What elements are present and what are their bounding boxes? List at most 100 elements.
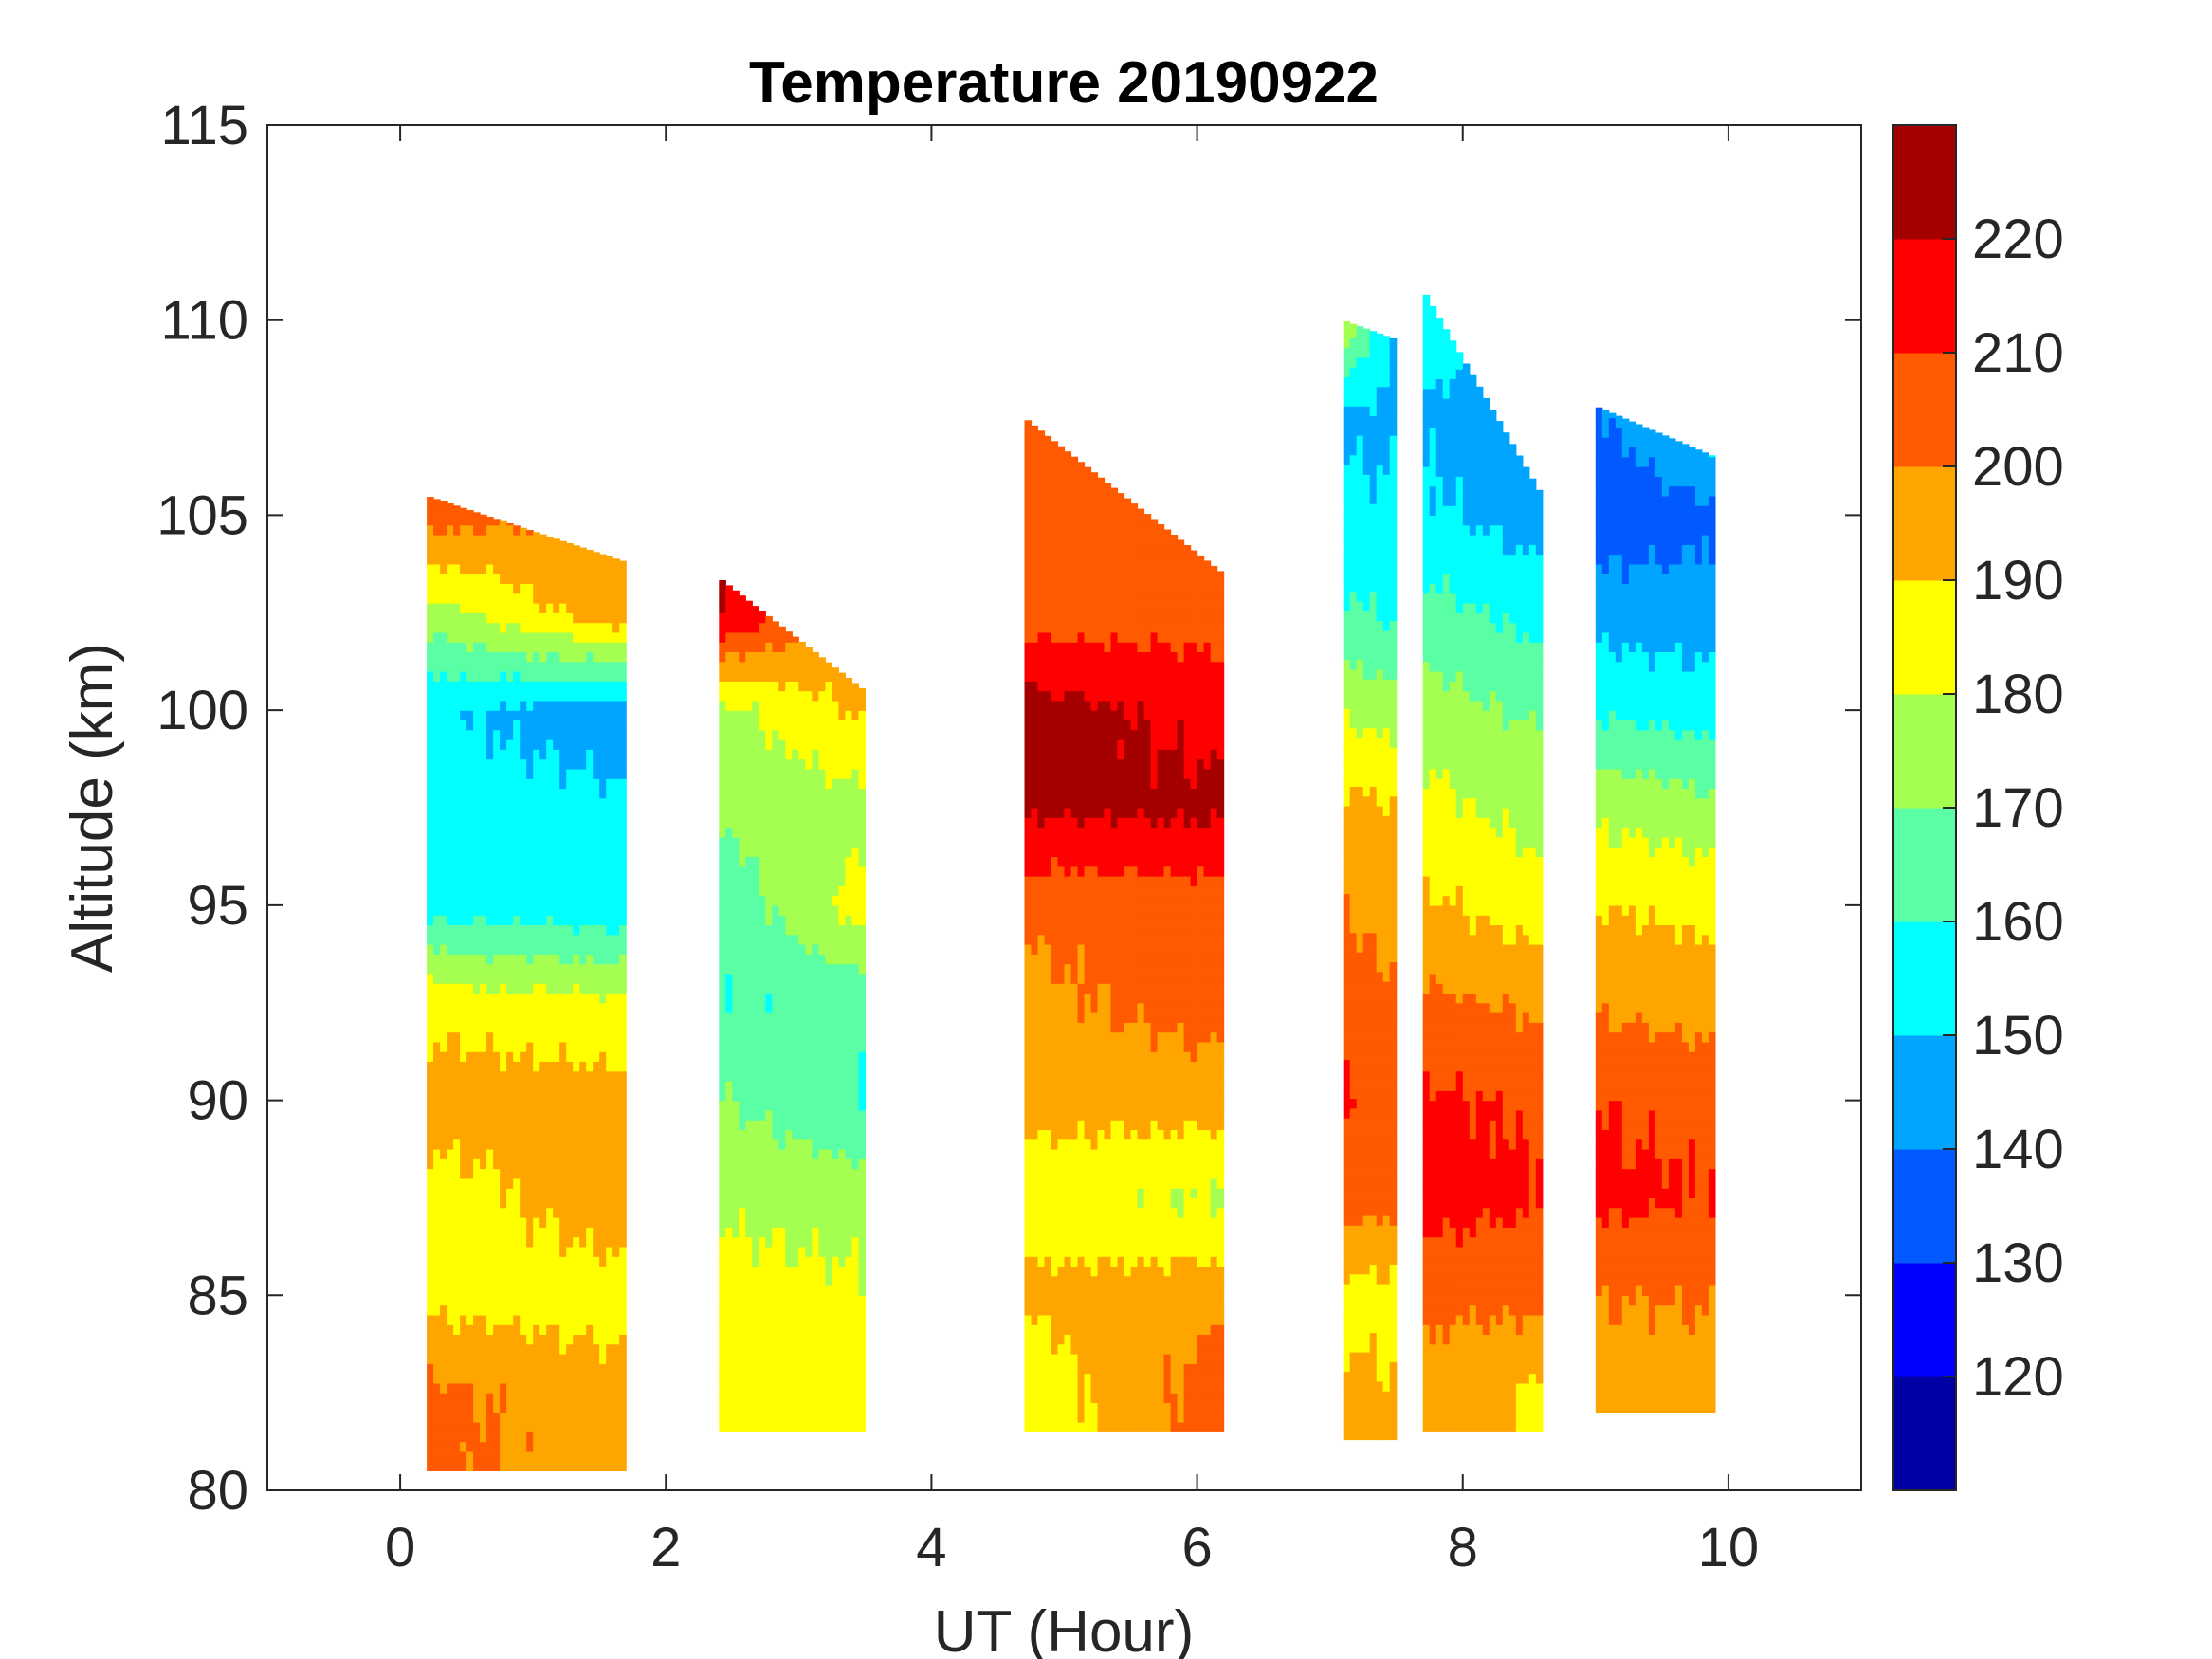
contour-cell [520,993,527,1004]
contour-cell [725,836,733,848]
contour-cell [539,1188,547,1198]
contour-cell [825,662,832,672]
contour-cell [453,1431,461,1443]
contour-cell [805,1002,813,1013]
contour-cell [845,1139,852,1150]
contour-cell [460,836,467,848]
contour-cell [520,631,527,643]
contour-cell [606,622,613,633]
contour-cell [778,797,786,809]
contour-cell [745,827,753,838]
contour-cell [606,1246,613,1257]
contour-cell [805,671,813,682]
contour-cell [466,1314,474,1325]
contour-cell [599,1246,607,1257]
contour-cell [798,817,806,829]
contour-cell [433,1139,441,1150]
contour-cell [745,954,753,965]
contour-cell [818,1051,826,1062]
contour-cell [460,1295,467,1306]
contour-cell [539,1002,547,1013]
contour-cell [520,671,527,682]
contour-cell [725,1422,733,1432]
contour-cell [858,866,866,877]
contour-cell [593,973,600,984]
contour-cell [1031,1343,1039,1355]
contour-cell [427,768,434,779]
contour-cell [1037,1227,1046,1238]
contour-cell [765,944,773,955]
contour-cell [586,583,594,594]
contour-cell [486,583,494,594]
contour-cell [759,924,766,936]
contour-cell [619,1129,627,1140]
contour-cell [559,847,567,857]
contour-cell [453,876,461,886]
contour-cell [533,563,540,574]
contour-cell [586,1207,594,1218]
contour-cell [612,1373,620,1384]
contour-cell [818,1412,826,1423]
contour-cell [526,554,534,565]
contour-cell [812,885,819,897]
contour-cell [559,671,567,682]
contour-cell [440,904,448,916]
contour-cell [486,1285,494,1296]
contour-cell [832,954,839,965]
contour-cell [798,904,806,916]
contour-cell [812,1412,819,1423]
contour-cell [725,963,733,975]
contour-cell [427,904,434,916]
contour-cell [539,1324,547,1335]
contour-cell [566,1022,574,1033]
contour-cell [798,934,806,945]
contour-cell [553,1295,560,1306]
contour-cell [732,631,740,643]
contour-cell [566,1382,574,1394]
contour-cell [447,1217,454,1228]
contour-cell [500,1070,507,1082]
contour-cell [612,1450,620,1462]
contour-cell [1031,1197,1039,1209]
contour-cell [526,856,534,867]
contour-cell [845,866,852,877]
contour-cell [772,642,779,652]
contour-cell [586,1158,594,1170]
contour-cell [759,778,766,789]
contour-cell [1024,729,1033,740]
contour-cell [792,895,799,906]
contour-cell [559,817,567,829]
contour-cell [520,778,527,789]
contour-cell [805,1343,813,1355]
contour-cell [579,934,587,945]
contour-cell [732,1334,740,1345]
contour-cell [778,1041,786,1052]
contour-cell [858,1051,866,1062]
contour-cell [778,904,786,916]
contour-cell [427,1441,434,1452]
contour-cell [559,1275,567,1286]
contour-cell [453,1314,461,1325]
contour-cell [778,1304,786,1316]
contour-cell [473,690,481,702]
contour-cell [473,1393,481,1403]
contour-cell [1037,885,1046,897]
contour-cell [500,544,507,556]
contour-cell [805,768,813,779]
contour-cell [533,1070,540,1082]
contour-cell [759,856,766,867]
contour-cell [553,1256,560,1267]
contour-cell [772,1002,779,1013]
contour-cell [772,1149,779,1159]
contour-cell [765,847,773,857]
contour-cell [433,904,441,916]
contour-cell [513,944,521,955]
contour-cell [612,1197,620,1209]
contour-cell [593,690,600,702]
contour-cell [1031,876,1039,886]
contour-cell [453,1450,461,1462]
contour-cell [1037,1139,1046,1150]
contour-cell [812,1256,819,1267]
contour-cell [486,661,494,672]
contour-cell [785,934,793,945]
